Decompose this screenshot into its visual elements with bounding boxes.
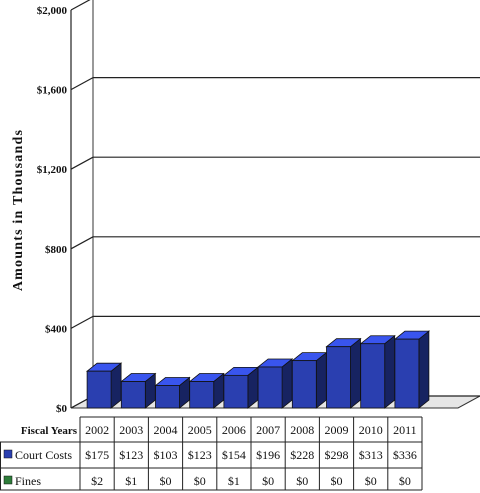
data-label: $196 [256, 448, 280, 462]
bar-front [394, 338, 420, 409]
x-axis-label: Fiscal Years [21, 425, 78, 437]
x-tick-label: 2011 [393, 423, 417, 437]
data-label: $123 [119, 448, 143, 462]
y-tick-label: $0 [56, 403, 68, 415]
bar-side [350, 337, 361, 409]
bars [85, 330, 431, 409]
legend-entry: Fines [15, 474, 41, 488]
gridline-side [70, 77, 94, 91]
data-label: $1 [125, 474, 137, 488]
data-label: $313 [359, 448, 383, 462]
bar-2005 [188, 372, 225, 409]
gridline-side [70, 236, 94, 250]
data-label: $298 [325, 448, 349, 462]
bar-front [223, 374, 249, 409]
bar-2004 [154, 376, 191, 409]
data-label: $175 [85, 448, 109, 462]
bar-side [281, 358, 293, 409]
bar-front [360, 343, 386, 409]
bar-front [189, 381, 215, 409]
bar-2003 [120, 372, 157, 409]
gridline-side [70, 315, 94, 329]
bar-front [155, 385, 180, 409]
bar-2007 [256, 358, 294, 409]
bar-2002 [85, 362, 123, 409]
y-tick-label: $400 [45, 323, 68, 335]
data-label: $0 [160, 474, 172, 488]
bar-2008 [291, 351, 328, 409]
y-tick-label: $1,200 [37, 164, 68, 176]
data-label: $336 [393, 448, 417, 462]
data-label: $123 [188, 448, 212, 462]
data-label: $1 [228, 474, 240, 488]
x-tick-label: 2003 [119, 423, 143, 437]
bar-2009 [325, 337, 362, 409]
bar-side [418, 330, 430, 409]
x-tick-label: 2007 [256, 423, 280, 437]
data-label: $154 [222, 448, 246, 462]
legend-entry: Court Costs [15, 448, 72, 462]
y-tick-label: $1,600 [37, 85, 68, 97]
y-axis-label: Amounts in Thousands [11, 129, 26, 291]
data-table: Fiscal Years 2002 2003 2004 2005 2006 2007 2008… [0, 416, 423, 491]
data-label: $103 [154, 448, 178, 462]
data-label: $0 [194, 474, 206, 488]
y-tick-label: $2,000 [37, 5, 68, 17]
x-tick-label: 2008 [290, 423, 314, 437]
bar-front [257, 366, 283, 409]
bar-front [291, 360, 317, 409]
data-label: $0 [331, 474, 343, 488]
data-label: $228 [290, 448, 314, 462]
data-label: $2 [91, 474, 103, 488]
y-tick-label: $800 [45, 244, 68, 256]
x-tick-label: 2010 [359, 423, 383, 437]
x-tick-label: 2004 [154, 423, 178, 437]
data-label: $0 [262, 474, 274, 488]
legend-swatch [3, 475, 13, 485]
gridline-side [70, 0, 91, 11]
x-tick-label: 2006 [222, 423, 246, 437]
bar-front [86, 370, 112, 409]
bar-side [384, 334, 396, 409]
bar-front [120, 381, 146, 409]
gridline-side [70, 156, 94, 170]
bar-2010 [359, 334, 396, 409]
data-label: $0 [365, 474, 377, 488]
bar-2006 [222, 366, 260, 409]
y-axis: $0 $400 $800 $1,200 $1,600 $2,000 [37, 5, 72, 415]
data-label: $0 [399, 474, 411, 488]
bar-front [326, 346, 351, 409]
x-tick-label: 2009 [325, 423, 349, 437]
bar-side [315, 351, 327, 409]
bar-2011 [393, 330, 431, 409]
data-label: $0 [296, 474, 308, 488]
x-tick-label: 2002 [85, 423, 109, 437]
legend-swatch [3, 449, 13, 459]
x-tick-label: 2005 [188, 423, 212, 437]
